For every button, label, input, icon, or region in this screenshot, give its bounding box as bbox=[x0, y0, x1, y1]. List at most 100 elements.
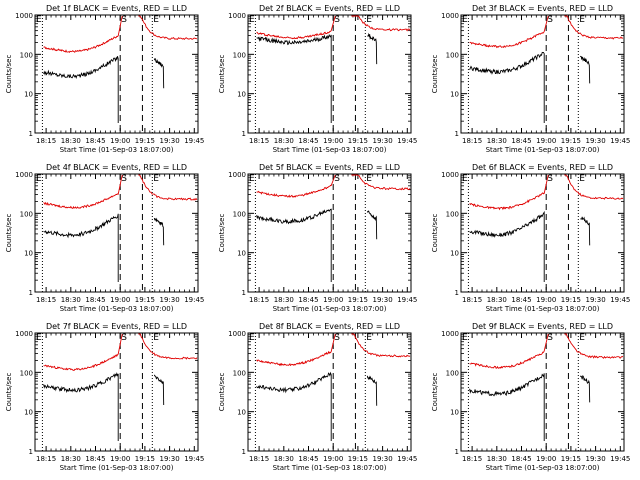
y-tick-label: 100 bbox=[20, 210, 33, 218]
x-tick-label: 19:45 bbox=[397, 455, 417, 463]
x-tick-label: 18:45 bbox=[298, 296, 318, 304]
events-series-line bbox=[469, 51, 545, 123]
marker-label-s: S bbox=[547, 174, 553, 184]
y-tick-label: 1 bbox=[242, 130, 246, 138]
lld-series-line bbox=[43, 333, 123, 372]
marker-label-e2: E bbox=[366, 15, 372, 25]
y-tick-label: 100 bbox=[446, 51, 459, 59]
x-axis-label: Start Time (01-Sep-03 18:07:00) bbox=[273, 146, 387, 154]
y-tick-label: 1 bbox=[455, 289, 459, 297]
events-recovery-line bbox=[153, 58, 165, 89]
x-tick-label: 18:45 bbox=[298, 137, 318, 145]
chart-panel: Det 6f BLACK = Events, RED = LLD 1 10 100 10… bbox=[431, 163, 630, 313]
x-tick-label: 19:15 bbox=[348, 455, 368, 463]
x-tick-label: 18:15 bbox=[249, 296, 269, 304]
y-tick-label: 1 bbox=[242, 448, 246, 456]
marker-label-s: S bbox=[334, 333, 340, 343]
marker-label-e: E bbox=[249, 174, 255, 184]
y-axis-label: Counts/sec bbox=[5, 214, 13, 253]
marker-label-e2: E bbox=[153, 174, 159, 184]
plot-frame bbox=[34, 332, 199, 452]
y-tick-label: 10 bbox=[237, 250, 246, 258]
x-tick-label: 19:30 bbox=[160, 455, 180, 463]
events-recovery-line bbox=[366, 375, 378, 406]
y-axis-label: Counts/sec bbox=[218, 55, 226, 94]
chart-title: Det 7f BLACK = Events, RED = LLD bbox=[46, 322, 187, 331]
marker-label-s: S bbox=[121, 333, 127, 343]
y-tick-label: 1000 bbox=[228, 330, 246, 338]
lld-series-line bbox=[256, 15, 336, 40]
y-axis-label: Counts/sec bbox=[431, 55, 439, 94]
lld-recovery-line bbox=[351, 174, 411, 191]
lld-recovery-line bbox=[351, 15, 411, 32]
x-tick-label: 19:15 bbox=[561, 455, 581, 463]
marker-label-s: S bbox=[121, 15, 127, 25]
marker-label-e2: E bbox=[153, 333, 159, 343]
x-tick-label: 19:15 bbox=[135, 137, 155, 145]
plot-frame bbox=[34, 173, 199, 293]
y-tick-label: 10 bbox=[24, 409, 33, 417]
y-tick-label: 10 bbox=[450, 409, 459, 417]
chart-panel: Det 1f BLACK = Events, RED = LLD 1 10 100 10… bbox=[5, 4, 204, 154]
x-tick-label: 19:15 bbox=[561, 296, 581, 304]
lld-recovery-line bbox=[138, 174, 198, 201]
y-tick-label: 100 bbox=[20, 51, 33, 59]
x-axis-label: Start Time (01-Sep-03 18:07:00) bbox=[60, 146, 174, 154]
events-series-line bbox=[43, 372, 119, 441]
x-tick-label: 19:30 bbox=[160, 137, 180, 145]
x-tick-label: 18:45 bbox=[85, 137, 105, 145]
x-axis-label: Start Time (01-Sep-03 18:07:00) bbox=[486, 305, 600, 313]
x-tick-label: 19:30 bbox=[586, 296, 606, 304]
x-tick-label: 19:00 bbox=[110, 296, 130, 304]
y-axis-label: Counts/sec bbox=[431, 373, 439, 412]
chart-panel: Det 9f BLACK = Events, RED = LLD 1 10 100 10… bbox=[431, 322, 630, 472]
y-tick-label: 10 bbox=[450, 250, 459, 258]
y-tick-label: 1 bbox=[242, 289, 246, 297]
y-tick-label: 100 bbox=[20, 369, 33, 377]
x-tick-label: 18:45 bbox=[511, 137, 531, 145]
y-tick-label: 1 bbox=[29, 130, 33, 138]
lld-recovery-line bbox=[138, 15, 197, 41]
y-tick-label: 1 bbox=[455, 448, 459, 456]
y-tick-label: 10 bbox=[237, 91, 246, 99]
lld-recovery-line bbox=[564, 174, 624, 200]
chart-title: Det 6f BLACK = Events, RED = LLD bbox=[472, 163, 613, 172]
y-tick-label: 1000 bbox=[15, 330, 33, 338]
marker-label-e: E bbox=[249, 15, 255, 25]
chart-panel: Det 8f BLACK = Events, RED = LLD 1 10 100 10… bbox=[218, 322, 417, 472]
x-tick-label: 18:15 bbox=[36, 455, 56, 463]
y-tick-label: 100 bbox=[233, 51, 246, 59]
y-tick-label: 10 bbox=[237, 409, 246, 417]
x-tick-label: 18:30 bbox=[487, 137, 507, 145]
marker-label-e2: E bbox=[579, 174, 585, 184]
x-tick-label: 19:00 bbox=[110, 137, 130, 145]
y-tick-label: 1000 bbox=[441, 330, 459, 338]
x-tick-label: 19:45 bbox=[397, 137, 417, 145]
y-tick-label: 1000 bbox=[15, 171, 33, 179]
marker-label-e: E bbox=[36, 333, 42, 343]
marker-label-s: S bbox=[334, 174, 340, 184]
events-series-line bbox=[43, 213, 119, 282]
events-recovery-line bbox=[367, 32, 378, 65]
x-tick-label: 18:45 bbox=[298, 455, 318, 463]
chart-title: Det 4f BLACK = Events, RED = LLD bbox=[46, 163, 187, 172]
x-tick-label: 18:30 bbox=[487, 296, 507, 304]
y-tick-label: 1000 bbox=[441, 12, 459, 20]
x-tick-label: 18:15 bbox=[249, 137, 269, 145]
marker-label-s: S bbox=[121, 174, 127, 184]
x-tick-label: 19:30 bbox=[373, 296, 393, 304]
x-axis-label: Start Time (01-Sep-03 18:07:00) bbox=[60, 464, 174, 472]
chart-title: Det 9f BLACK = Events, RED = LLD bbox=[472, 322, 613, 331]
plot-frame bbox=[247, 173, 412, 293]
plot-frame bbox=[247, 14, 412, 134]
events-series-line bbox=[256, 371, 332, 441]
events-series-line bbox=[43, 56, 119, 123]
y-tick-label: 100 bbox=[446, 210, 459, 218]
chart-panel: Det 7f BLACK = Events, RED = LLD 1 10 100 10… bbox=[5, 322, 204, 472]
x-tick-label: 19:45 bbox=[184, 137, 204, 145]
chart-title: Det 1f BLACK = Events, RED = LLD bbox=[46, 4, 187, 13]
x-tick-label: 19:45 bbox=[397, 296, 417, 304]
y-axis-label: Counts/sec bbox=[218, 214, 226, 253]
